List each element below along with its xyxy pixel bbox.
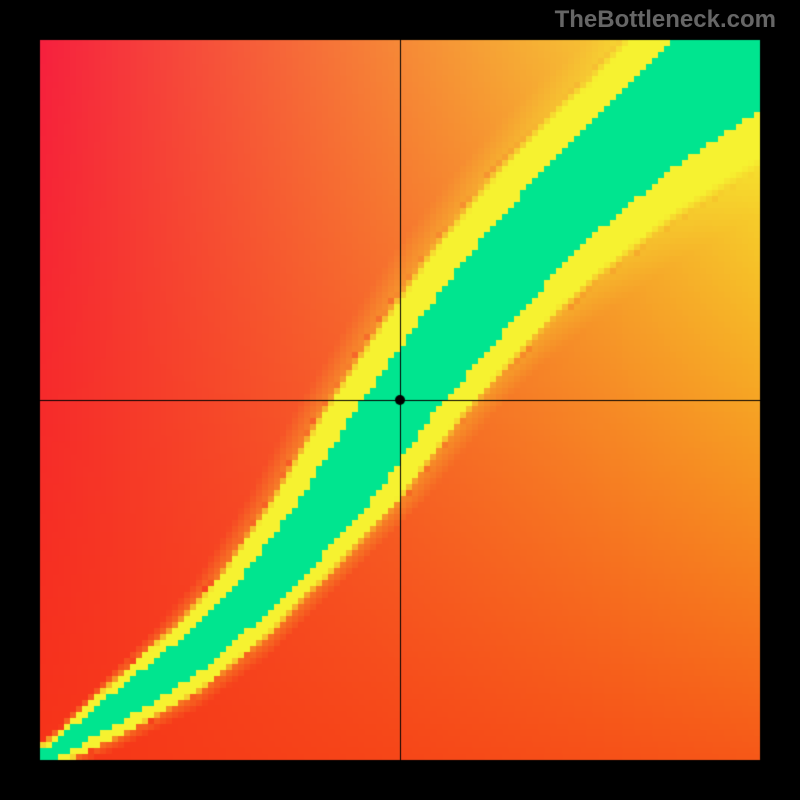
chart-container: { "watermark": { "text": "TheBottleneck.… [0,0,800,800]
bottleneck-heatmap [0,0,800,800]
